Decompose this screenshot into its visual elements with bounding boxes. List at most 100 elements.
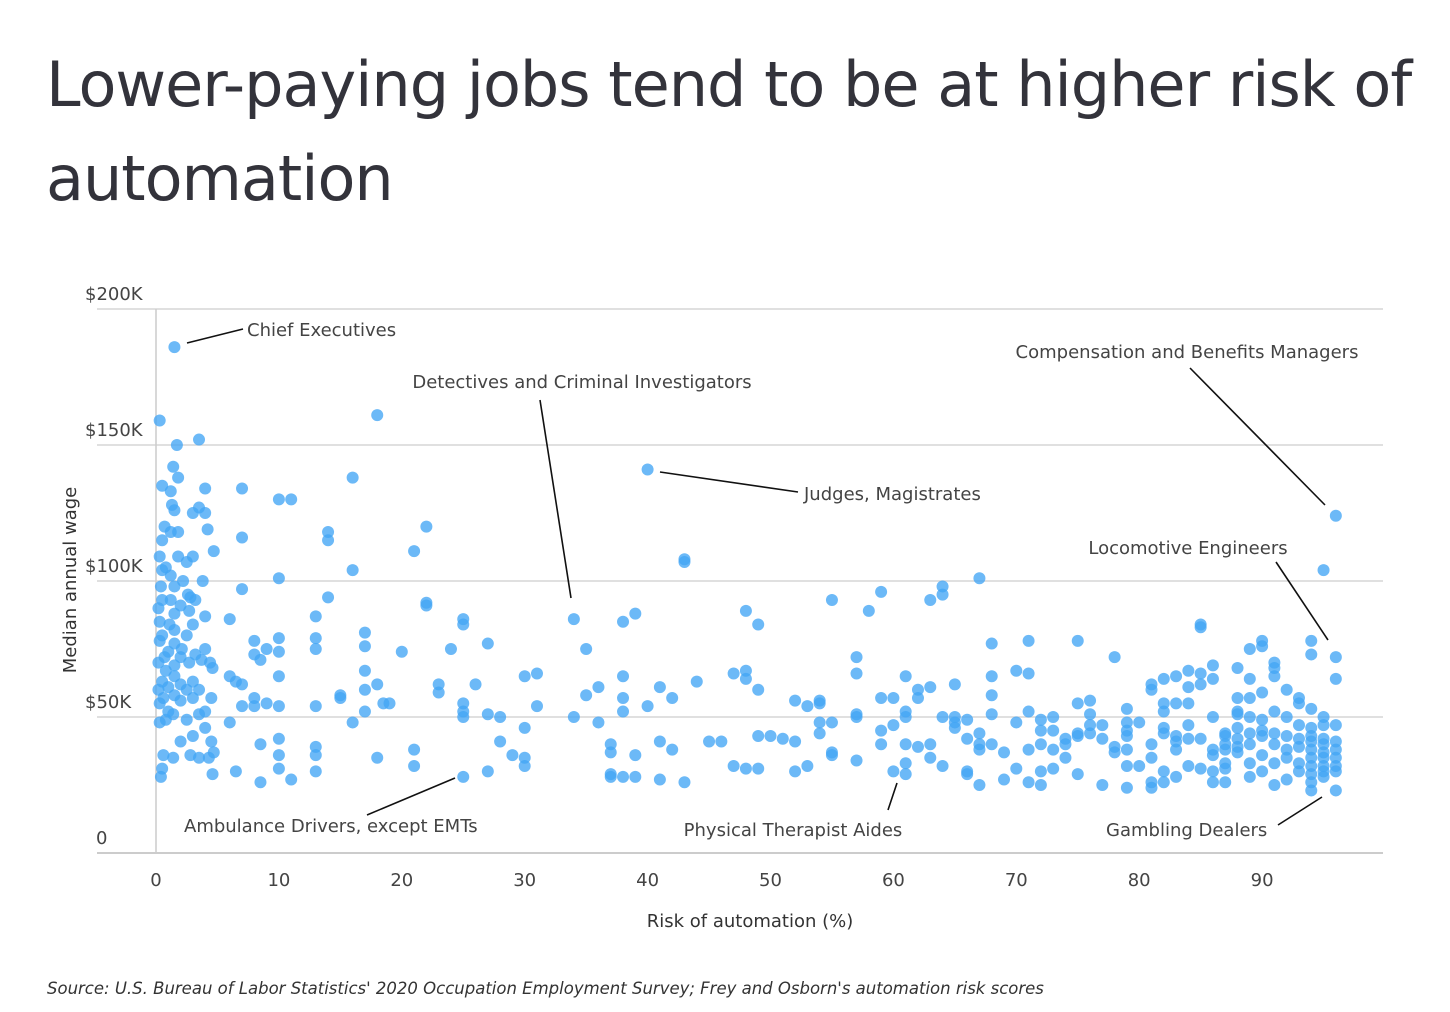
data-point <box>358 705 371 718</box>
data-point <box>236 678 249 691</box>
data-point <box>825 716 838 729</box>
data-point <box>193 433 206 446</box>
data-point <box>1317 719 1330 732</box>
data-point <box>875 585 888 598</box>
data-point <box>1219 743 1232 756</box>
x-tick-label: 40 <box>636 870 659 891</box>
data-point <box>703 735 716 748</box>
data-point <box>168 607 181 620</box>
data-point <box>199 507 212 519</box>
data-point <box>1034 779 1047 791</box>
data-point <box>924 594 937 607</box>
data-point <box>395 645 408 658</box>
data-point <box>1256 749 1269 762</box>
y-axis-title: Median annual wage <box>60 487 81 673</box>
data-point <box>481 637 494 650</box>
data-point <box>172 471 185 484</box>
data-point <box>592 681 605 694</box>
data-point <box>1206 711 1219 723</box>
data-point <box>936 711 949 723</box>
data-point <box>322 591 335 604</box>
data-point <box>164 594 177 607</box>
data-point <box>1120 702 1133 715</box>
data-point <box>1243 727 1256 740</box>
data-point <box>168 670 181 683</box>
data-point <box>236 583 249 596</box>
data-point <box>973 779 986 791</box>
data-point <box>752 618 765 631</box>
annotation-label: Judges, Magistrates <box>803 484 981 505</box>
data-point <box>911 740 924 753</box>
data-point <box>272 572 285 585</box>
data-point <box>1243 757 1256 770</box>
data-point <box>641 463 654 476</box>
data-point <box>1170 697 1183 710</box>
data-point <box>518 670 531 683</box>
data-point <box>1034 713 1047 726</box>
data-point <box>1206 749 1219 762</box>
data-point <box>1317 770 1330 783</box>
data-point <box>199 721 212 734</box>
data-point <box>1084 694 1097 707</box>
data-point <box>1157 776 1170 789</box>
annotation-label: Gambling Dealers <box>1106 820 1267 841</box>
data-point <box>1145 678 1158 691</box>
data-point <box>530 700 543 713</box>
data-point <box>1010 664 1023 677</box>
data-point <box>152 602 165 615</box>
data-point <box>272 632 285 645</box>
data-point <box>383 697 396 710</box>
data-point <box>1305 702 1318 715</box>
data-point <box>678 776 691 789</box>
data-point <box>924 751 937 764</box>
data-point <box>825 749 838 762</box>
data-point <box>206 768 219 781</box>
data-point <box>229 765 242 778</box>
data-point <box>715 735 728 748</box>
data-point <box>629 607 642 620</box>
data-point <box>1268 670 1281 683</box>
data-point <box>432 686 445 699</box>
data-point <box>172 550 185 563</box>
data-point <box>850 708 863 721</box>
data-point <box>1231 746 1244 759</box>
x-tick-label: 70 <box>1005 870 1028 891</box>
data-point <box>153 414 166 427</box>
data-point <box>1084 708 1097 721</box>
data-point <box>199 610 212 623</box>
data-point <box>1219 762 1232 775</box>
data-point <box>629 749 642 762</box>
data-point <box>653 681 666 694</box>
data-point <box>371 409 384 422</box>
data-point <box>309 643 322 655</box>
data-point <box>1194 732 1207 745</box>
data-point <box>899 768 912 781</box>
data-point <box>199 643 212 655</box>
data-point <box>457 711 470 723</box>
data-point <box>1280 773 1293 786</box>
annotation-label: Compensation and Benefits Managers <box>1016 342 1359 363</box>
data-point <box>1231 708 1244 721</box>
x-tick-label: 60 <box>882 870 905 891</box>
data-point <box>358 683 371 696</box>
y-tick-labels: 0 $50K $100K $150K $200K <box>85 284 144 849</box>
data-point <box>1280 683 1293 696</box>
data-point <box>1071 768 1084 781</box>
data-point <box>985 738 998 751</box>
data-point <box>1256 713 1269 726</box>
data-point <box>164 485 177 498</box>
data-point <box>408 743 421 756</box>
data-point <box>236 700 249 713</box>
data-point <box>309 700 322 713</box>
x-tick-label: 30 <box>513 870 536 891</box>
data-point <box>1022 667 1035 680</box>
data-point <box>813 716 826 729</box>
data-point <box>358 640 371 653</box>
data-point <box>1047 743 1060 756</box>
data-point <box>739 672 752 685</box>
data-point <box>371 751 384 764</box>
data-point <box>156 479 169 492</box>
data-point <box>813 697 826 710</box>
data-point <box>1120 730 1133 743</box>
data-point <box>1059 738 1072 751</box>
